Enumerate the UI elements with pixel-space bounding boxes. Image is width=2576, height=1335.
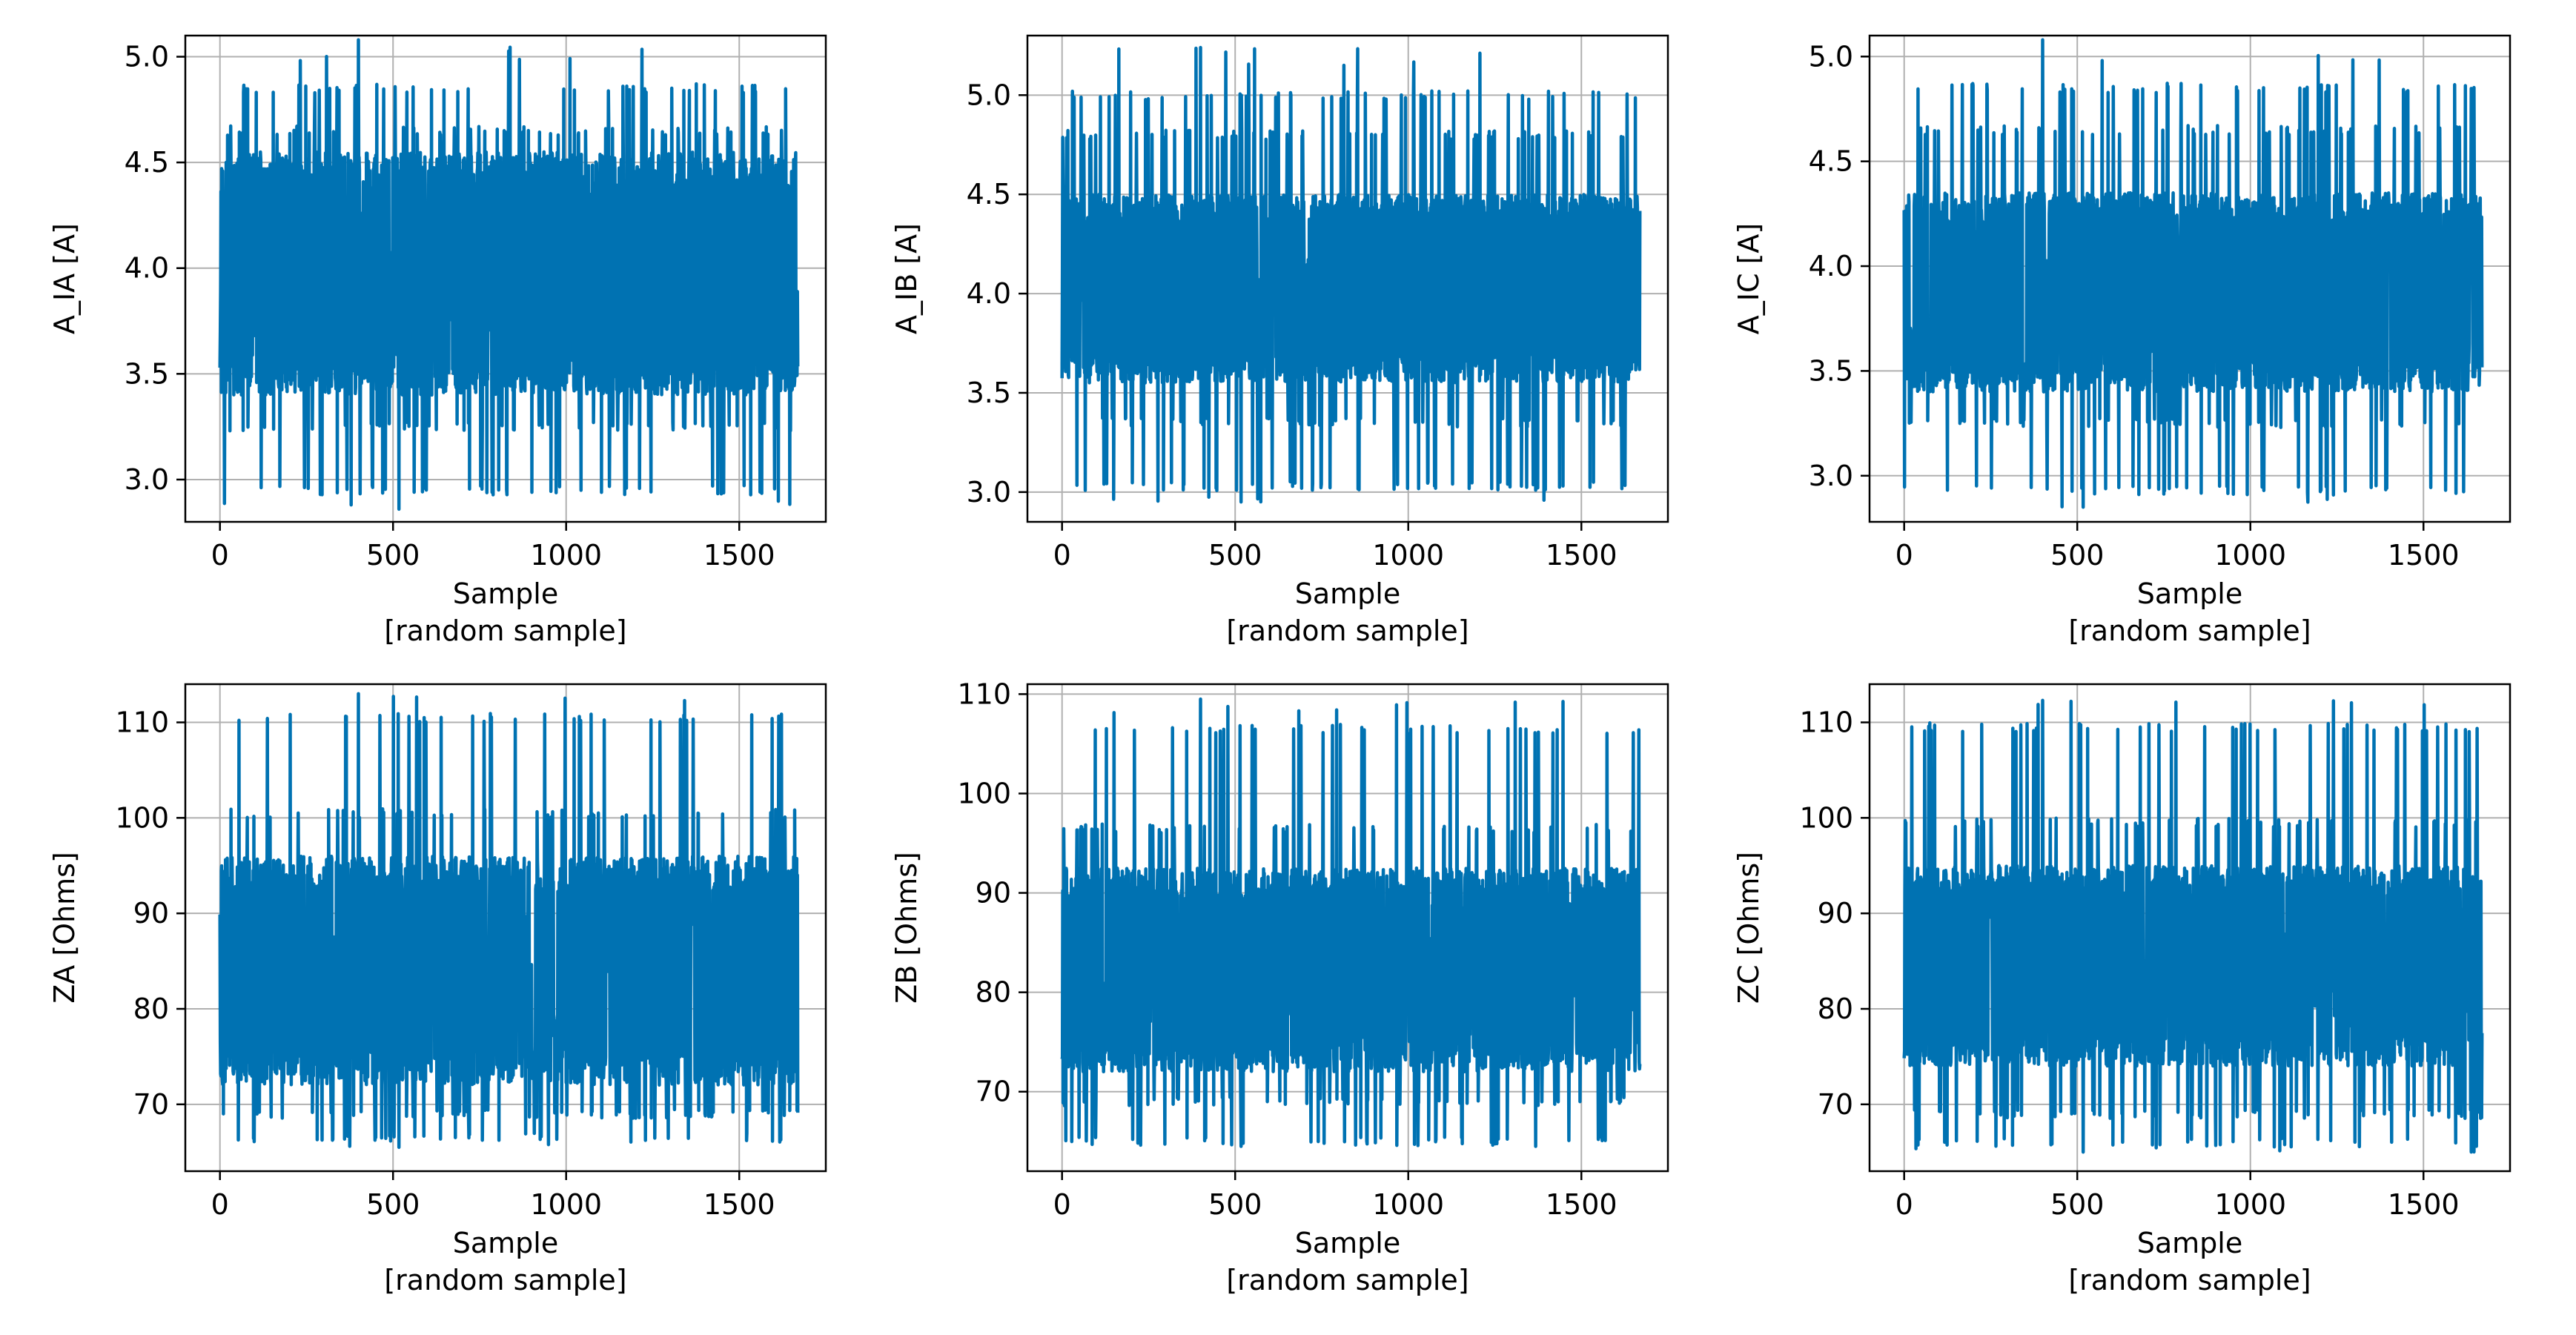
- y-axis-label: ZB [Ohms]: [890, 852, 923, 1004]
- x-tick-label: 1500: [703, 539, 775, 572]
- series-line-ZA: [218, 692, 800, 1150]
- y-tick-label: 80: [133, 993, 169, 1025]
- x-tick-label: 500: [2050, 1188, 2105, 1221]
- x-tick-label: 500: [2050, 539, 2105, 572]
- y-axis-label: ZC [Ohms]: [1732, 852, 1765, 1004]
- x-tick-label: 1000: [1372, 1188, 1444, 1221]
- y-tick-label: 80: [1818, 993, 1853, 1025]
- x-axis-sublabel: [random sample]: [384, 1264, 626, 1296]
- x-tick-label: 1000: [530, 539, 602, 572]
- y-tick-label: 110: [1799, 706, 1853, 739]
- x-tick-label: 1500: [2388, 1188, 2460, 1221]
- plot-frame: [1868, 34, 2512, 523]
- chart-panel-5: 0 500 1000 1500 70 80 90 100 110 Sample [random sa…: [890, 678, 1669, 1296]
- plot-frame: [184, 683, 827, 1173]
- series-line-A_IA: [218, 38, 800, 511]
- x-axis-label: Sample: [1295, 577, 1400, 610]
- y-tick-label: 5.0: [125, 41, 169, 73]
- x-tick-label: 0: [1895, 1188, 1913, 1221]
- series-line-ZC: [1902, 698, 2484, 1154]
- y-tick-label: 90: [1818, 897, 1853, 930]
- y-tick-label: 110: [115, 706, 169, 739]
- y-tick-label: 4.5: [1809, 145, 1853, 178]
- y-tick-label: 70: [1818, 1088, 1853, 1121]
- y-tick-label: 3.0: [1809, 460, 1853, 492]
- y-tick-label: 3.0: [967, 476, 1011, 509]
- x-tick-label: 1500: [2388, 539, 2460, 572]
- x-axis-label: Sample: [453, 577, 558, 610]
- x-tick-label: 500: [1208, 539, 1262, 572]
- y-axis-label: A_IC [A]: [1732, 223, 1765, 334]
- y-tick-label: 70: [976, 1076, 1011, 1108]
- series-line-A_IC: [1902, 38, 2484, 509]
- x-axis-sublabel: [random sample]: [384, 615, 626, 647]
- x-axis-sublabel: [random sample]: [1226, 615, 1469, 647]
- chart-panel-4: 0 500 1000 1500 70 80 90 100 110 Sample [random sa…: [48, 683, 827, 1296]
- y-tick-label: 3.5: [967, 377, 1011, 409]
- x-tick-label: 0: [211, 539, 229, 572]
- y-tick-label: 4.0: [1809, 250, 1853, 282]
- plot-frame: [184, 34, 827, 523]
- y-tick-label: 4.0: [967, 277, 1011, 310]
- y-tick-label: 3.5: [1809, 354, 1853, 387]
- y-tick-label: 90: [133, 897, 169, 930]
- y-tick-label: 80: [976, 976, 1011, 1009]
- x-tick-label: 1500: [1546, 539, 1618, 572]
- series-line-ZB: [1060, 697, 1642, 1148]
- x-tick-label: 0: [1895, 539, 1913, 572]
- y-tick-label: 4.5: [125, 146, 169, 179]
- x-tick-label: 1000: [2214, 1188, 2286, 1221]
- chart-panel-1: 0 500 1000 1500 3.0 3.5 4.0 4.5 5.0 Sample [random…: [48, 34, 827, 647]
- y-tick-label: 3.5: [125, 357, 169, 390]
- x-axis-sublabel: [random sample]: [1226, 1264, 1469, 1296]
- y-tick-label: 100: [1799, 801, 1853, 834]
- y-tick-label: 90: [976, 877, 1011, 910]
- x-axis-label: Sample: [2137, 1227, 2242, 1259]
- x-tick-label: 0: [1053, 1188, 1071, 1221]
- x-axis-sublabel: [random sample]: [2068, 1264, 2311, 1296]
- chart-panel-3: 0 500 1000 1500 3.0 3.5 4.0 4.5 5.0 Sample [random…: [1732, 34, 2512, 647]
- x-tick-label: 0: [211, 1188, 229, 1221]
- y-tick-label: 4.5: [967, 178, 1011, 211]
- y-axis-label: A_IA [A]: [48, 223, 81, 334]
- y-tick-label: 100: [115, 801, 169, 834]
- x-axis-label: Sample: [1295, 1227, 1400, 1259]
- y-tick-label: 100: [957, 777, 1011, 809]
- x-axis-sublabel: [random sample]: [2068, 615, 2311, 647]
- y-axis-label: A_IB [A]: [890, 223, 923, 334]
- plot-frame: [1026, 34, 1669, 523]
- plot-frame: [1868, 683, 2512, 1173]
- x-tick-label: 1500: [703, 1188, 775, 1221]
- y-tick-label: 70: [133, 1088, 169, 1121]
- plot-frame: [1026, 683, 1669, 1173]
- x-tick-label: 500: [366, 1188, 420, 1221]
- x-axis-label: Sample: [453, 1227, 558, 1259]
- y-tick-label: 5.0: [967, 79, 1011, 111]
- y-axis-label: ZA [Ohms]: [48, 852, 81, 1004]
- x-tick-label: 0: [1053, 539, 1071, 572]
- x-tick-label: 1000: [530, 1188, 602, 1221]
- series-line-A_IB: [1060, 45, 1642, 504]
- y-tick-label: 110: [957, 678, 1011, 710]
- x-tick-label: 1000: [2214, 539, 2286, 572]
- x-tick-label: 500: [1208, 1188, 1262, 1221]
- chart-panel-6: 0 500 1000 1500 70 80 90 100 110 Sample [random sa…: [1732, 683, 2512, 1296]
- x-tick-label: 500: [366, 539, 420, 572]
- x-tick-label: 1000: [1372, 539, 1444, 572]
- y-tick-label: 5.0: [1809, 40, 1853, 73]
- chart-panel-2: 0 500 1000 1500 3.0 3.5 4.0 4.5 5.0 Sample [random…: [890, 34, 1669, 647]
- y-tick-label: 4.0: [125, 252, 169, 285]
- x-tick-label: 1500: [1546, 1188, 1618, 1221]
- x-axis-label: Sample: [2137, 577, 2242, 610]
- y-tick-label: 3.0: [125, 463, 169, 496]
